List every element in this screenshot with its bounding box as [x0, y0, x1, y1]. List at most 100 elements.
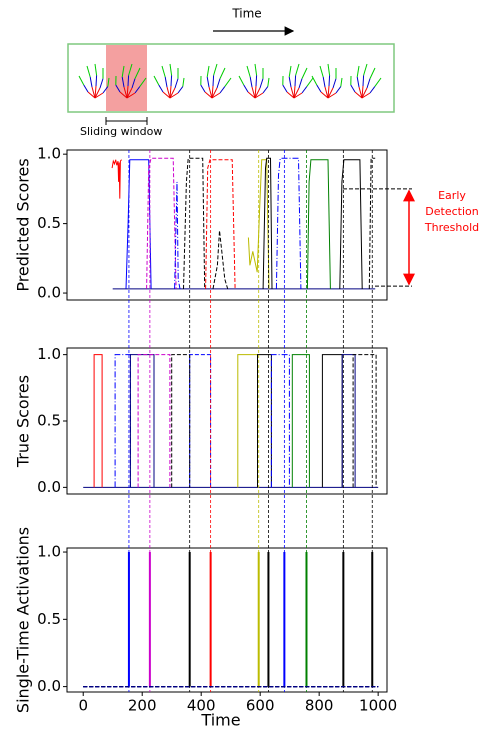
- annotation: Early: [438, 189, 466, 202]
- hand-bone: [375, 78, 381, 87]
- hand-bone: [154, 76, 159, 85]
- hand-bone: [289, 77, 291, 87]
- annotation: Threshold: [424, 221, 479, 234]
- hand-bone: [357, 77, 359, 87]
- plot-frame: [67, 150, 387, 300]
- hand-bone: [367, 79, 370, 88]
- hand-bone: [364, 64, 367, 75]
- hand-bone: [302, 68, 307, 79]
- hand-bone: [357, 66, 359, 77]
- y-tick-label: 1.0: [37, 145, 61, 163]
- score-line: [322, 355, 342, 488]
- window-bracket: [106, 117, 147, 125]
- score-line: [238, 355, 258, 488]
- hand-bone: [250, 77, 252, 87]
- x-tick-label: 1000: [359, 697, 397, 715]
- score-line: [172, 355, 190, 488]
- y-axis-label: Single-Time Activations: [14, 527, 33, 713]
- score-line: [206, 160, 236, 289]
- hand-bone: [296, 64, 299, 75]
- y-tick-label: 0.0: [37, 478, 61, 496]
- score-line: [248, 160, 269, 289]
- hand-bone: [95, 64, 97, 75]
- hand-bone: [323, 77, 325, 87]
- hand-bone: [328, 64, 330, 75]
- hand-bone: [84, 85, 88, 92]
- sliding-window: [106, 45, 147, 111]
- hand-bone: [333, 79, 336, 88]
- score-line: [213, 231, 228, 289]
- y-tick-label: 0.5: [37, 412, 61, 430]
- hand-bone: [370, 87, 375, 93]
- window-label: Sliding window: [80, 125, 162, 138]
- hand-bone: [201, 85, 205, 92]
- hand-bone: [320, 66, 323, 77]
- score-line: [258, 355, 272, 488]
- y-axis-label: True Scores: [14, 375, 33, 468]
- hand-bone: [247, 66, 250, 77]
- hand-bone: [302, 87, 307, 93]
- x-tick-label: 800: [305, 697, 334, 715]
- hand-bone: [244, 85, 248, 92]
- hand-bone: [207, 77, 209, 87]
- time-label: Time: [231, 7, 261, 21]
- y-tick-label: 1.0: [37, 543, 61, 561]
- hand-bone: [317, 85, 321, 92]
- hand-bone: [162, 66, 165, 77]
- hand-bone: [329, 75, 330, 86]
- hand-bone: [220, 87, 225, 93]
- hand-bone: [370, 68, 375, 79]
- score-line: [307, 160, 330, 289]
- score-line: [340, 160, 362, 289]
- hand-bone: [213, 75, 214, 86]
- y-tick-label: 0.0: [37, 284, 61, 302]
- hand-bone: [175, 79, 178, 88]
- y-tick-label: 0.0: [37, 677, 61, 695]
- hand-bone: [351, 85, 355, 92]
- hand-bone: [178, 87, 183, 93]
- x-tick-label: 0: [78, 697, 88, 715]
- hand-bone: [207, 66, 209, 77]
- hand-bone: [183, 78, 184, 87]
- hand-bone: [283, 85, 287, 92]
- hand-bone: [363, 75, 364, 86]
- score-line: [94, 355, 102, 488]
- y-tick-label: 1.0: [37, 345, 61, 363]
- hand-bone: [312, 76, 317, 85]
- hand-bone: [79, 76, 84, 85]
- hand-bone: [307, 78, 313, 87]
- x-tick-label: 600: [246, 697, 275, 715]
- annotation: Detection: [425, 205, 478, 218]
- hand-bone: [256, 75, 257, 86]
- hand-bone: [100, 79, 103, 88]
- hand-bone: [268, 78, 269, 87]
- hand-bone: [220, 68, 225, 79]
- x-tick-label: 200: [128, 697, 157, 715]
- hand-bone: [217, 79, 220, 88]
- hand-bone: [87, 66, 90, 77]
- y-tick-label: 0.5: [37, 610, 61, 628]
- hand-bone: [341, 78, 342, 87]
- x-axis-label: Time: [200, 711, 240, 730]
- hand-bone: [295, 75, 296, 86]
- hand-bone: [225, 78, 231, 87]
- hand-bone: [90, 77, 92, 87]
- hand-bone: [170, 64, 172, 75]
- score-line: [276, 158, 301, 289]
- hand-bone: [214, 64, 217, 75]
- hand-bone: [96, 75, 97, 86]
- y-axis-label: Predicted Scores: [14, 158, 33, 291]
- score-line: [184, 158, 205, 289]
- plot-frame: [67, 548, 387, 692]
- hand-bone: [128, 75, 129, 86]
- score-line: [112, 160, 122, 199]
- hand-bone: [263, 87, 268, 93]
- hand-bone: [159, 85, 163, 92]
- hand-bone: [299, 79, 302, 88]
- hand-bone: [336, 87, 341, 93]
- hand-bone: [260, 79, 263, 88]
- hand-bone: [289, 66, 291, 77]
- hand-bone: [171, 75, 172, 86]
- score-line: [130, 355, 154, 488]
